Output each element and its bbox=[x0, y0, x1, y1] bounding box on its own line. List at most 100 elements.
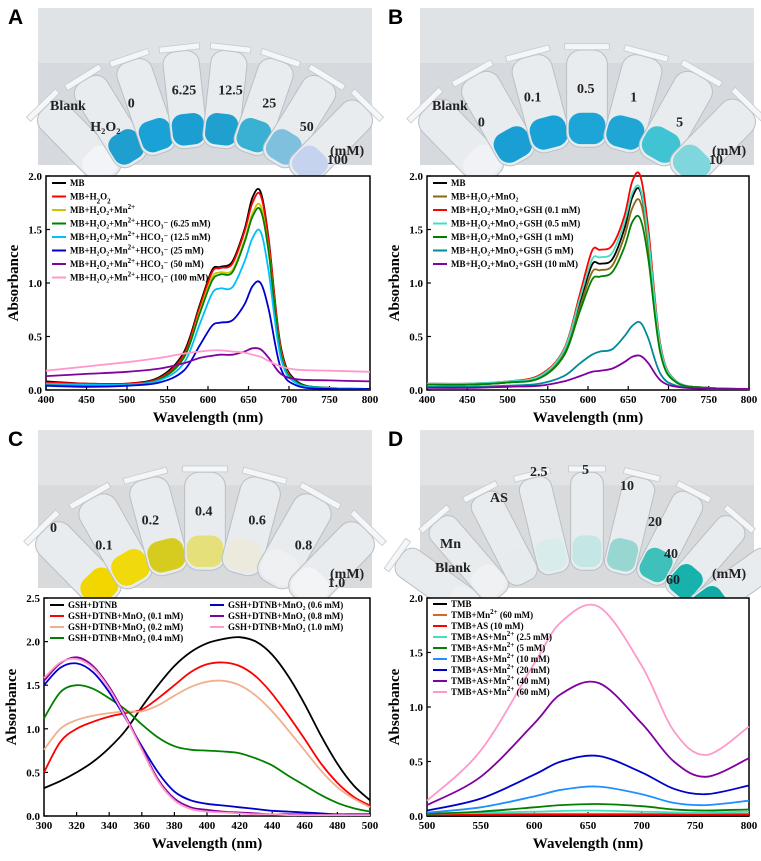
legend-prefix: MB+H₂O₂+Mn bbox=[70, 246, 128, 256]
tube-liquid bbox=[204, 113, 239, 146]
legend-label: GSH+DTNB+MnO₂ (0.2 mM) bbox=[68, 622, 183, 632]
legend-prefix: MB+H₂O₂+Mn bbox=[70, 259, 128, 269]
legend-label: GSH+DTNB+MnO₂ (0.8 mM) bbox=[228, 611, 343, 621]
tube-cap bbox=[68, 481, 112, 511]
legend-sup: 2+ bbox=[507, 630, 515, 638]
tube-label: 0.1 bbox=[95, 538, 113, 553]
x-tick-label: 700 bbox=[660, 394, 677, 406]
legend-sub: 2 bbox=[107, 198, 111, 206]
tube-label: 0.8 bbox=[295, 538, 313, 553]
tube-liquid bbox=[224, 538, 263, 573]
tube-cap bbox=[259, 47, 302, 68]
legend: MB MB+H₂O₂+MnO₂ MB+H₂O₂+MnO₂+GSH (0.1 mM) M… bbox=[433, 178, 580, 269]
tube-cap bbox=[350, 88, 385, 122]
tube-cap bbox=[406, 86, 444, 124]
panel-letter: B bbox=[388, 6, 403, 29]
tube-cap bbox=[564, 43, 610, 51]
legend-sup: 2+ bbox=[507, 685, 515, 693]
legend-suffix: (40 mM) bbox=[514, 676, 550, 686]
x-tick-label: 800 bbox=[741, 394, 758, 406]
series-line bbox=[426, 603, 750, 802]
unit-label: (mM) bbox=[712, 144, 747, 159]
series-line bbox=[426, 803, 750, 815]
legend-label: MB+H₂O₂+Mn2++HCO₃⁻ (50 mM) bbox=[70, 257, 204, 269]
tube-label: 2.5 bbox=[530, 465, 548, 480]
y-tick-label: 0.5 bbox=[28, 332, 42, 344]
y-axis-title: Absorbance bbox=[6, 244, 22, 321]
chart-c: 300 320 340 360 380 400 420 440 460 480 500 0.0 0.5 1… bbox=[4, 593, 379, 852]
legend-suffix: (2.5 mM) bbox=[514, 632, 552, 642]
series-line bbox=[43, 661, 371, 807]
unit-label: (mM) bbox=[712, 567, 747, 582]
y-tick-label: 0.5 bbox=[409, 332, 423, 344]
legend-prefix: MB+H₂O₂+Mn bbox=[70, 273, 128, 283]
tube-label: 1.0 bbox=[328, 576, 346, 591]
legend-prefix: GSH+DTNB+MnO₂ (0.6 mM) bbox=[228, 600, 343, 610]
legend-prefix: GSH+DTNB+MnO₂ (1.0 mM) bbox=[228, 622, 343, 632]
tube-cap bbox=[418, 504, 452, 534]
legend-label: GSH+DTNB+MnO₂ (1.0 mM) bbox=[228, 622, 343, 632]
tube-cap bbox=[622, 467, 661, 483]
series-line bbox=[426, 184, 750, 390]
tube-label: 50 bbox=[300, 120, 314, 135]
chart-b: 400 450 500 550 600 650 700 750 800 0.0 0.5 1.0 1.5 2… bbox=[387, 171, 758, 426]
legend-prefix: TMB+AS+Mn bbox=[451, 687, 507, 697]
series-line bbox=[45, 349, 371, 373]
legend-label: MB+H₂O₂+MnO₂+GSH (0.5 mM) bbox=[451, 219, 580, 229]
tube-liquid bbox=[147, 538, 186, 573]
x-tick-label: 650 bbox=[580, 820, 597, 832]
tube-liquid bbox=[80, 567, 119, 606]
legend-label: TMB+AS+Mn2+ (5 mM) bbox=[451, 641, 545, 653]
photo-highlight bbox=[38, 8, 372, 63]
tube bbox=[418, 504, 509, 603]
series-line bbox=[43, 684, 371, 813]
y-tick-label: 2.0 bbox=[409, 593, 423, 605]
y-tick-label: 0.0 bbox=[28, 385, 42, 397]
tube-label: 1 bbox=[630, 91, 637, 106]
legend-sup: 2+ bbox=[128, 217, 136, 225]
legend-label: MB bbox=[70, 178, 85, 188]
x-axis-title: Wavelength (nm) bbox=[533, 836, 643, 852]
legend-label: MB+H₂O₂+MnO₂+GSH (5 mM) bbox=[451, 246, 573, 256]
y-tick-label: 1.0 bbox=[409, 278, 423, 290]
tube-cap bbox=[298, 481, 342, 511]
x-tick-label: 480 bbox=[329, 820, 346, 832]
x-tick-label: 750 bbox=[701, 394, 718, 406]
legend-suffix: +HCO₃⁻ (12.5 mM) bbox=[135, 232, 210, 242]
series-line bbox=[426, 785, 750, 814]
tube-label: AS bbox=[490, 491, 508, 506]
x-tick-label: 750 bbox=[687, 820, 704, 832]
x-tick-label: 600 bbox=[526, 820, 543, 832]
x-tick-label: 380 bbox=[166, 820, 183, 832]
legend-suffix: (10 mM) bbox=[514, 654, 550, 664]
x-tick-label: 300 bbox=[36, 820, 53, 832]
legend-mid: O bbox=[100, 192, 107, 202]
x-tick-label: 460 bbox=[297, 820, 314, 832]
y-axis-title: Absorbance bbox=[387, 668, 403, 745]
tube bbox=[63, 63, 148, 169]
legend-prefix: TMB+Mn bbox=[451, 610, 490, 620]
tube-cap bbox=[23, 509, 61, 547]
legend-label: MB+H₂O₂+Mn2++HCO₃⁻ (12.5 mM) bbox=[70, 230, 210, 242]
tube-label: H₂O₂ bbox=[90, 120, 120, 135]
tube-cap bbox=[122, 466, 169, 485]
x-tick-label: 400 bbox=[199, 820, 216, 832]
legend-sup: 2+ bbox=[507, 652, 515, 660]
tube-cap bbox=[158, 42, 201, 54]
tube-label: 0.2 bbox=[142, 513, 160, 528]
series-line bbox=[45, 228, 371, 390]
x-tick-label: 440 bbox=[264, 820, 281, 832]
x-tick-label: 340 bbox=[101, 820, 118, 832]
legend-label: TMB+AS+Mn2+ (10 mM) bbox=[451, 652, 550, 664]
legend-prefix: MB+H₂O₂+Mn bbox=[70, 205, 128, 215]
tube-label: 25 bbox=[262, 96, 276, 111]
plot-frame bbox=[43, 597, 371, 817]
tube-liquid bbox=[471, 564, 506, 599]
tube bbox=[564, 43, 610, 148]
photo-c: 0 0.1 0.2 0.4 0.6 0.8 1.0(mM) bbox=[23, 430, 387, 609]
legend-label: MB bbox=[451, 178, 466, 188]
series-line bbox=[426, 809, 750, 815]
legend-prefix: MB bbox=[70, 178, 85, 188]
legend-label: MB+H₂O₂+MnO₂+GSH (1 mM) bbox=[451, 232, 573, 242]
